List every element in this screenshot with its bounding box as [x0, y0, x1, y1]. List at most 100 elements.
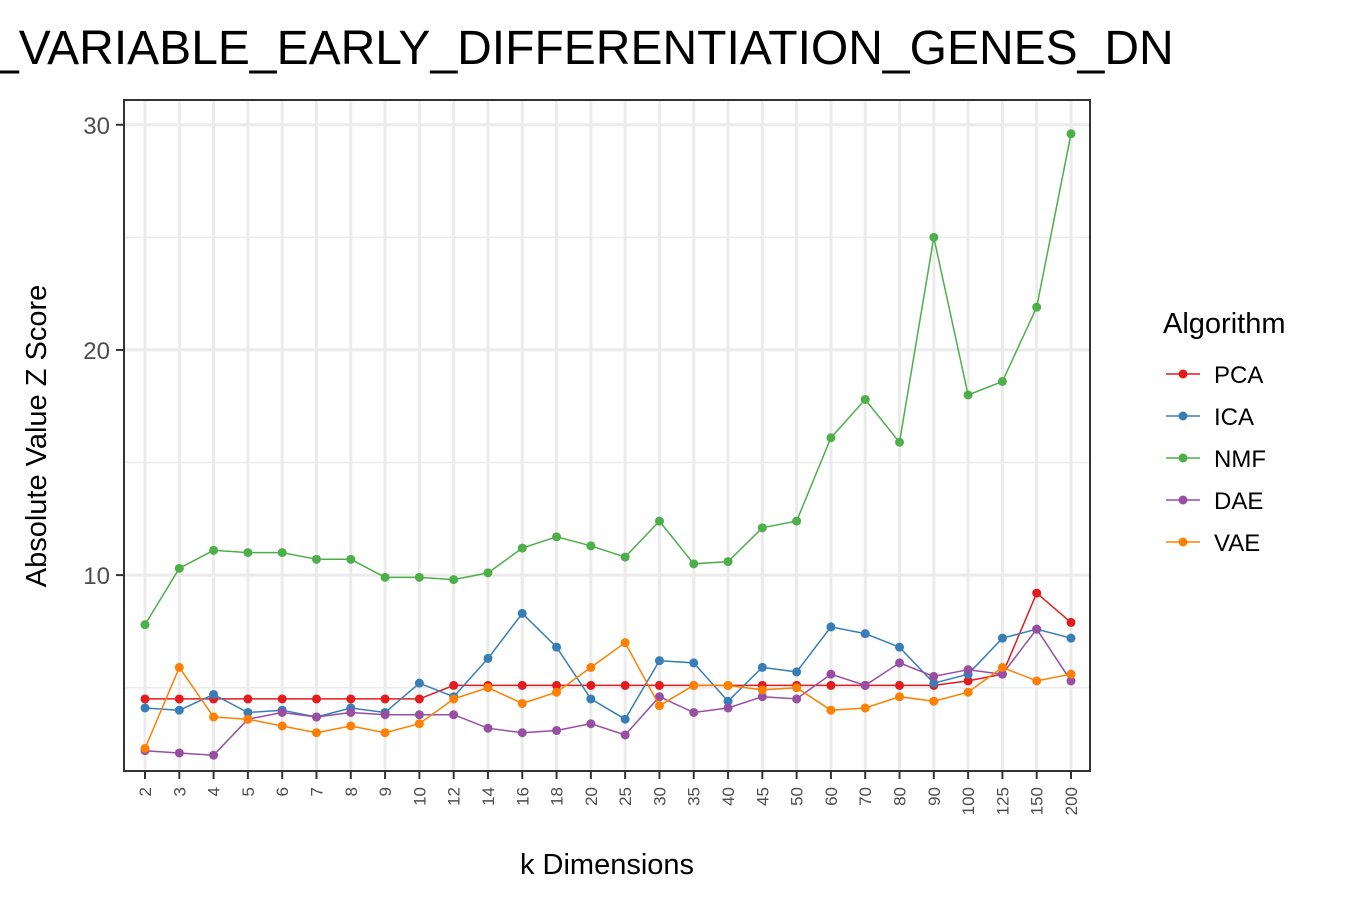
point-ica: [552, 643, 561, 652]
point-nmf: [861, 395, 870, 404]
x-tick-label: 25: [616, 787, 635, 806]
point-nmf: [552, 532, 561, 541]
point-pca: [415, 694, 424, 703]
point-nmf: [758, 523, 767, 532]
x-tick-label: 7: [307, 787, 326, 796]
y-axis: 10 20 30: [83, 113, 124, 590]
point-pca: [381, 694, 390, 703]
point-vae: [621, 638, 630, 647]
point-vae: [1067, 670, 1076, 679]
point-pca: [278, 694, 287, 703]
point-dae: [381, 710, 390, 719]
x-tick-label: 30: [650, 787, 669, 806]
x-tick-label: 12: [445, 787, 464, 806]
point-vae: [415, 719, 424, 728]
point-vae: [689, 681, 698, 690]
y-tick-label: 20: [83, 338, 110, 365]
point-pca: [518, 681, 527, 690]
point-dae: [449, 710, 458, 719]
point-dae: [1032, 625, 1041, 634]
point-vae: [724, 681, 733, 690]
point-pca: [175, 694, 184, 703]
point-pca: [1032, 589, 1041, 598]
y-tick-label: 30: [83, 113, 110, 140]
point-nmf: [483, 568, 492, 577]
point-vae: [141, 744, 150, 753]
legend-marker-pca: [1179, 370, 1188, 379]
point-nmf: [209, 546, 218, 555]
point-dae: [689, 708, 698, 717]
legend-marker-nmf: [1179, 454, 1188, 463]
point-vae: [483, 683, 492, 692]
point-dae: [621, 730, 630, 739]
x-tick-label: 4: [205, 787, 224, 796]
point-nmf: [895, 438, 904, 447]
legend-title: Algorithm: [1163, 308, 1286, 340]
point-nmf: [586, 541, 595, 550]
line-dae: [145, 629, 1071, 755]
x-tick-label: 6: [273, 787, 292, 796]
point-nmf: [518, 544, 527, 553]
point-ica: [655, 656, 664, 665]
point-nmf: [998, 377, 1007, 386]
legend-label-nmf: NMF: [1214, 446, 1266, 473]
point-dae: [724, 703, 733, 712]
legend-label-dae: DAE: [1214, 488, 1263, 515]
point-vae: [518, 699, 527, 708]
point-pca: [312, 694, 321, 703]
point-nmf: [346, 555, 355, 564]
x-tick-label: 8: [342, 787, 361, 796]
point-dae: [209, 751, 218, 760]
point-nmf: [1032, 303, 1041, 312]
x-tick-label: 40: [719, 787, 738, 806]
legend-item-dae: DAE: [1166, 488, 1263, 515]
point-dae: [964, 665, 973, 674]
point-dae: [483, 724, 492, 733]
point-vae: [826, 706, 835, 715]
point-dae: [278, 708, 287, 717]
point-vae: [929, 697, 938, 706]
legend-item-ica: ICA: [1166, 404, 1254, 431]
point-vae: [278, 721, 287, 730]
x-tick-label: 100: [959, 787, 978, 815]
x-tick-label: 70: [856, 787, 875, 806]
point-dae: [586, 719, 595, 728]
point-pca: [586, 681, 595, 690]
point-dae: [861, 681, 870, 690]
point-vae: [209, 712, 218, 721]
point-dae: [175, 748, 184, 757]
point-ica: [792, 667, 801, 676]
point-pca: [346, 694, 355, 703]
point-vae: [998, 663, 1007, 672]
point-nmf: [312, 555, 321, 564]
x-tick-label: 60: [822, 787, 841, 806]
point-nmf: [724, 557, 733, 566]
plot-border: [124, 100, 1090, 771]
point-ica: [175, 706, 184, 715]
x-tick-label: 90: [925, 787, 944, 806]
point-ica: [415, 679, 424, 688]
point-vae: [243, 715, 252, 724]
chart-title: _VARIABLE_EARLY_DIFFERENTIATION_GENES_DN: [0, 22, 1174, 75]
point-ica: [758, 663, 767, 672]
point-nmf: [141, 620, 150, 629]
point-vae: [758, 685, 767, 694]
point-nmf: [655, 517, 664, 526]
x-tick-label: 3: [170, 787, 189, 796]
point-ica: [689, 658, 698, 667]
point-nmf: [929, 233, 938, 242]
point-pca: [895, 681, 904, 690]
x-tick-label: 14: [479, 787, 498, 806]
point-ica: [209, 690, 218, 699]
point-ica: [621, 715, 630, 724]
x-tick-label: 35: [685, 787, 704, 806]
point-pca: [655, 681, 664, 690]
point-pca: [621, 681, 630, 690]
x-tick-label: 5: [239, 787, 258, 796]
point-vae: [175, 663, 184, 672]
point-nmf: [415, 573, 424, 582]
point-vae: [586, 663, 595, 672]
point-nmf: [1067, 129, 1076, 138]
point-ica: [826, 622, 835, 631]
